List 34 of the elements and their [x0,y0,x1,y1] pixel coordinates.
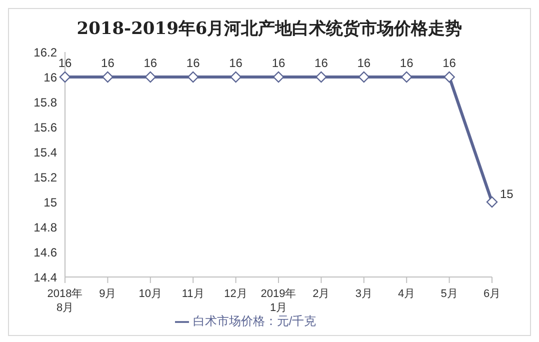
x-tick-label: 12月 [224,288,248,300]
data-label: 16 [58,56,72,70]
y-tick-label: 16 [44,70,58,84]
x-tick-label: 5月 [440,288,458,300]
y-tick-label: 15.2 [34,170,58,184]
data-label: 16 [272,56,286,70]
data-label: 16 [357,56,371,70]
data-label: 16 [144,56,158,70]
x-tick-label: 11月 [182,288,204,300]
x-tick-label: 2019年 1月 [260,288,296,314]
x-tick-label: 10月 [138,288,162,300]
x-tick-label: 2018年 8月 [47,288,83,314]
data-label: 16 [229,56,243,70]
y-tick-label: 14.6 [34,245,58,260]
x-tick-label: 6月 [483,288,501,300]
y-tick-label: 14.4 [34,270,58,284]
y-tick-label: 15.8 [34,95,58,110]
y-tick-label: 15.4 [34,145,58,160]
y-tick-label: 15 [44,195,58,210]
data-label: 15 [500,187,514,201]
chart-title: 2018-2019年6月河北产地白术统货市场价格走势 [76,18,464,40]
data-label: 16 [186,56,200,70]
y-tick-label: 15.6 [34,120,58,134]
data-label: 16 [101,56,115,70]
y-tick-label: 14.8 [34,220,58,234]
data-label: 16 [400,56,414,70]
x-tick-label: 4月 [398,288,416,300]
data-label: 16 [314,56,328,70]
legend-label: 白术市场价格：元/千克 [192,314,316,328]
x-tick-label: 2月 [312,288,330,300]
data-label: 16 [442,56,456,70]
x-tick-label: 9月 [99,288,116,300]
x-tick-label: 3月 [355,288,372,300]
y-tick-label: 16.2 [34,45,58,60]
